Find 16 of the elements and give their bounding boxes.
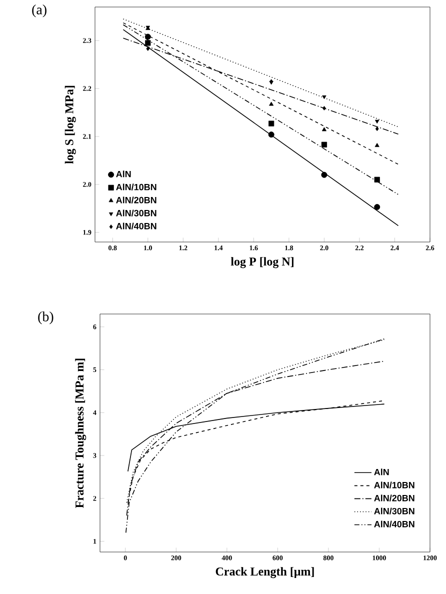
legend-label: AlN/10BN xyxy=(374,482,414,488)
legend-label: AlN/40BN xyxy=(116,222,156,230)
x-axis-title: Crack Length [μm] xyxy=(216,567,314,578)
legend-label: AlN/20BN xyxy=(374,494,414,502)
x-axis-title: log P [log N] xyxy=(230,257,294,268)
legend-label: AlN xyxy=(374,468,389,476)
legend-label: AlN/30BN xyxy=(374,508,414,514)
legend-label: AlN/10BN xyxy=(116,184,156,190)
legend-label: AlN/30BN xyxy=(116,210,156,216)
legend-label: AlN/20BN xyxy=(116,196,156,204)
y-axis-title: Fracture Toughness [MPa m] xyxy=(75,358,86,508)
chart-title: (b) xyxy=(38,312,54,324)
legend-label: AlN xyxy=(116,170,131,178)
y-axis-title: log S [log MPa] xyxy=(64,86,76,164)
legend-label: AlN/40BN xyxy=(374,520,414,528)
chart-title: (a) xyxy=(32,4,46,18)
